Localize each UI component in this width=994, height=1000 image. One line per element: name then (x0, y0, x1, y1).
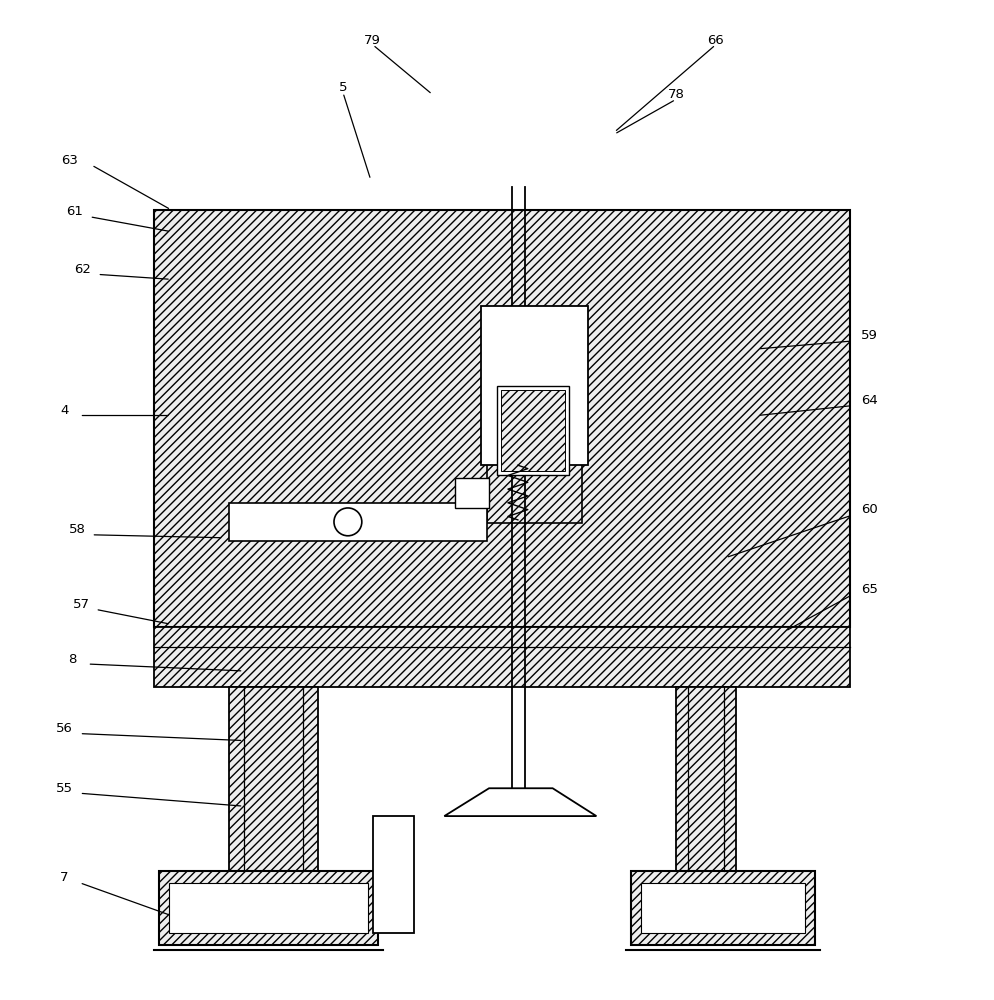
Text: 65: 65 (862, 583, 878, 596)
Text: 56: 56 (57, 722, 73, 735)
Bar (169, 883, 368, 933)
Bar (487, 369, 582, 523)
Text: 62: 62 (75, 263, 90, 276)
Text: 79: 79 (365, 34, 381, 47)
Circle shape (334, 508, 362, 536)
Bar (229, 503, 487, 541)
Text: 59: 59 (862, 329, 878, 342)
Bar (154, 210, 850, 627)
Bar (497, 386, 569, 475)
Text: 64: 64 (862, 394, 878, 407)
Bar (154, 627, 850, 687)
Bar (455, 478, 489, 508)
Text: 55: 55 (56, 782, 74, 795)
Text: 8: 8 (69, 653, 77, 666)
Text: 7: 7 (61, 871, 69, 884)
Text: 58: 58 (70, 523, 85, 536)
Bar (481, 306, 588, 465)
Bar (229, 687, 318, 871)
Text: 63: 63 (62, 154, 78, 167)
Text: 57: 57 (73, 598, 90, 611)
Text: 60: 60 (862, 503, 878, 516)
Bar (159, 871, 378, 945)
Text: 66: 66 (708, 34, 724, 47)
Polygon shape (444, 788, 596, 816)
Bar (676, 687, 736, 871)
Text: 5: 5 (339, 81, 347, 94)
Bar (373, 816, 414, 933)
Text: 4: 4 (61, 404, 69, 417)
Bar (641, 883, 805, 933)
Bar (631, 871, 815, 945)
Text: 78: 78 (668, 88, 684, 101)
Text: 61: 61 (67, 205, 83, 218)
Bar (501, 390, 565, 471)
